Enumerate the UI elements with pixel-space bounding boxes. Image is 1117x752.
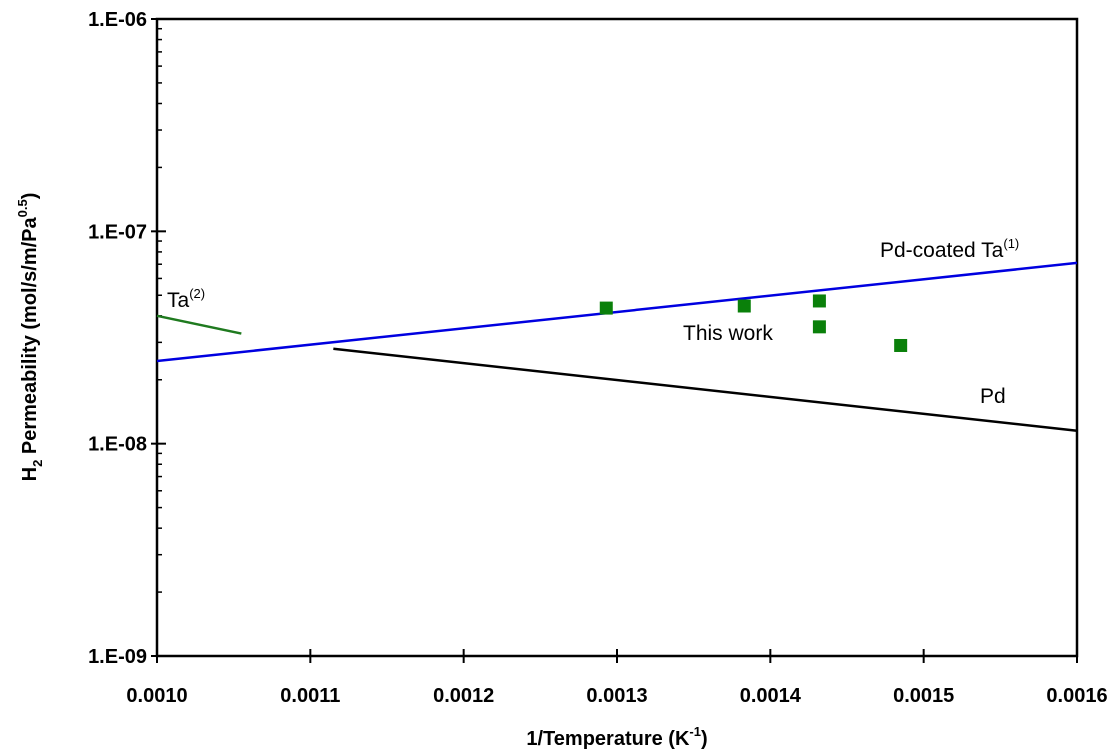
plot-area	[155, 17, 1079, 658]
label-ta: Ta(2)	[167, 286, 205, 312]
x-tick-labels: 0.0010 0.0011 0.0012 0.0013 0.0014 0.0015 0.00…	[126, 685, 1107, 707]
data-point-marker	[894, 338, 908, 352]
x-tick-label: 0.0010	[126, 685, 187, 707]
ta-line	[156, 314, 242, 335]
x-tick-label: 0.0013	[586, 685, 647, 707]
x-tick-label: 0.0011	[280, 685, 340, 707]
y-tick-labels: 1.E-09 1.E-08 1.E-07 1.E-06	[88, 9, 147, 668]
pd-coated-ta-line	[156, 261, 1078, 363]
x-tick-label: 0.0014	[740, 685, 802, 707]
x-tick-label: 0.0015	[893, 685, 954, 707]
pd-line	[333, 347, 1078, 433]
data-point-marker	[812, 294, 826, 308]
data-point-marker	[599, 301, 613, 315]
x-axis-title: 1/Temperature (K-1)	[526, 724, 707, 750]
y-tick-label: 1.E-06	[88, 9, 147, 31]
data-point-marker	[812, 320, 826, 334]
label-this-work: This work	[683, 322, 773, 345]
x-tick-label: 0.0016	[1046, 685, 1107, 707]
x-tick-label: 0.0012	[433, 685, 494, 707]
y-tick-label: 1.E-07	[88, 221, 147, 243]
y-major-ticks	[151, 18, 166, 657]
y-tick-label: 1.E-08	[88, 434, 147, 456]
data-point-marker	[737, 299, 751, 313]
label-pd-coated-ta: Pd-coated Ta(1)	[880, 236, 1019, 262]
y-tick-label: 1.E-09	[88, 646, 147, 668]
label-pd: Pd	[980, 385, 1006, 408]
series-layer	[156, 261, 1078, 433]
y-axis-title: H2 Permeability (mol/s/m/Pa0.5)	[15, 193, 45, 482]
x-ticks	[156, 649, 1078, 663]
